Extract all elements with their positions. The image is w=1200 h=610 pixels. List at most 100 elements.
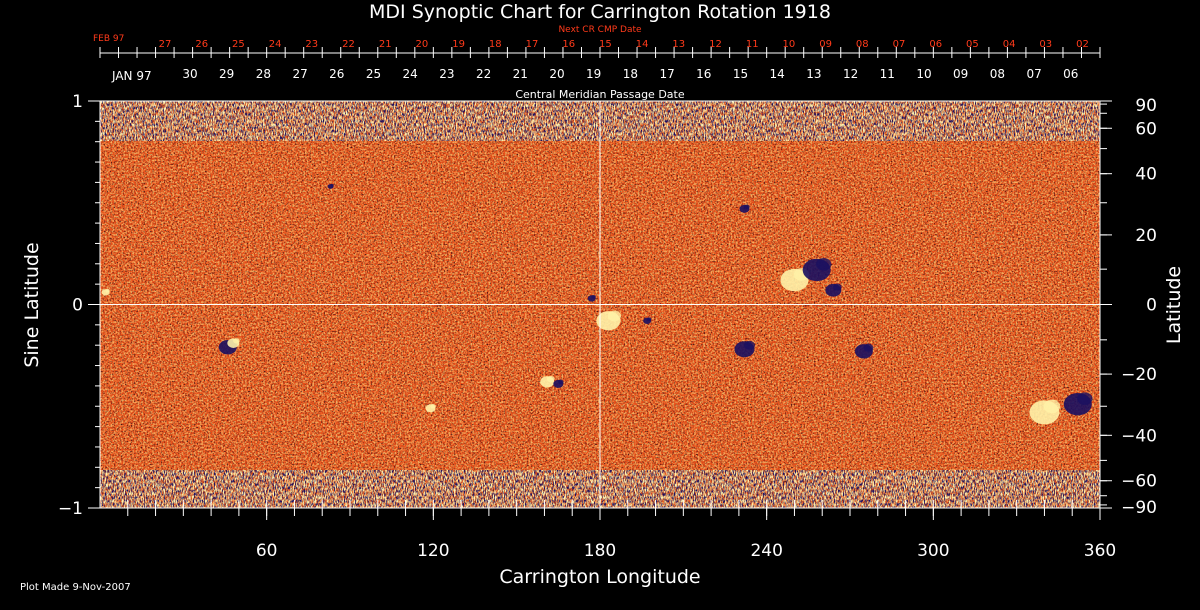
y-right-tick-label: −90 xyxy=(1121,498,1157,518)
cmp-month: JAN 97 xyxy=(111,69,152,83)
cmp-date: 15 xyxy=(733,67,748,81)
next-cr-date: 07 xyxy=(893,39,906,50)
top-axis-label: Central Meridian Passage Date xyxy=(515,88,684,101)
region-lobe xyxy=(743,340,755,350)
x-axis: 60 120 180 240 300 360 xyxy=(127,500,1116,561)
cmp-date: 10 xyxy=(916,67,931,81)
cmp-date: 12 xyxy=(843,67,858,81)
next-cr-date: 09 xyxy=(819,39,832,50)
cmp-date: 28 xyxy=(256,67,271,81)
x-tick-label: 300 xyxy=(917,541,949,561)
next-cr-date: 14 xyxy=(636,39,649,50)
region-lobe xyxy=(863,343,874,352)
cmp-date: 11 xyxy=(880,67,895,81)
x-axis-label: Carrington Longitude xyxy=(499,566,700,588)
top-ticks xyxy=(99,47,1101,58)
y-right-tick-label: 20 xyxy=(1135,226,1157,246)
region-lobe xyxy=(815,258,832,271)
cmp-date: 26 xyxy=(329,67,344,81)
cmp-date: 21 xyxy=(513,67,528,81)
next-cr-month: FEB 97 xyxy=(93,34,124,44)
y-right-tick-label: −40 xyxy=(1121,426,1157,446)
y-right-tick-label: 60 xyxy=(1135,119,1157,139)
cmp-date: 17 xyxy=(659,67,674,81)
next-cr-date: 16 xyxy=(562,39,575,50)
region-lobe xyxy=(607,310,621,322)
cmp-date: 19 xyxy=(586,67,601,81)
region-lobe xyxy=(558,379,564,385)
region-lobe xyxy=(233,338,240,344)
y-left-tick-label: 1 xyxy=(72,92,83,112)
next-cr-date: 22 xyxy=(342,39,355,50)
x-tick-label: 240 xyxy=(750,541,782,561)
chart-title: MDI Synoptic Chart for Carrington Rotati… xyxy=(369,1,831,23)
next-cr-date: 10 xyxy=(783,39,796,50)
next-cr-date: 06 xyxy=(929,39,942,50)
next-cr-dates: 27 26 25 24 23 22 21 20 19 18 17 16 15 14 13 12 11 10 09 08… xyxy=(159,39,1089,50)
next-cr-label: Next CR CMP Date xyxy=(558,25,642,35)
cmp-date: 25 xyxy=(366,67,381,81)
next-cr-date: 20 xyxy=(416,39,429,50)
y-left-tick-label: 0 xyxy=(72,296,83,316)
region-lobe xyxy=(591,294,596,299)
y-right-tick-label: 0 xyxy=(1146,296,1157,316)
next-cr-date: 13 xyxy=(672,39,685,50)
y-right-tick-label: −60 xyxy=(1121,472,1157,492)
next-cr-date: 25 xyxy=(232,39,245,50)
next-cr-date: 17 xyxy=(526,39,539,50)
next-cr-date: 26 xyxy=(195,39,208,50)
region-lobe xyxy=(546,375,555,383)
y-left-tick-label: −1 xyxy=(58,499,83,519)
next-cr-date: 15 xyxy=(599,39,612,50)
region-lobe xyxy=(744,204,750,210)
cmp-date: 13 xyxy=(806,67,821,81)
cmp-date: 06 xyxy=(1063,67,1078,81)
y-axis-left: 1 0 −1 xyxy=(58,92,100,519)
region-lobe xyxy=(1077,392,1093,405)
next-cr-date: 27 xyxy=(159,39,172,50)
cmp-date: 08 xyxy=(990,67,1005,81)
cmp-date: 27 xyxy=(292,67,307,81)
region-lobe xyxy=(832,283,842,291)
next-cr-date: 11 xyxy=(746,39,759,50)
active-regions xyxy=(101,183,1093,425)
cmp-date: 09 xyxy=(953,67,968,81)
next-cr-date: 23 xyxy=(305,39,318,50)
x-tick-label: 60 xyxy=(256,541,278,561)
cmp-date: 20 xyxy=(549,67,564,81)
cmp-date: 29 xyxy=(219,67,234,81)
y-axis-right: 90 60 40 20 0 −20 −40 −60 −90 xyxy=(1100,96,1157,518)
next-cr-date: 03 xyxy=(1039,39,1052,50)
y-right-tick-label: 90 xyxy=(1135,96,1157,116)
cmp-date: 23 xyxy=(439,67,454,81)
cmp-date: 18 xyxy=(623,67,638,81)
region-lobe xyxy=(647,317,652,321)
x-tick-label: 360 xyxy=(1084,541,1116,561)
cmp-date: 16 xyxy=(696,67,711,81)
next-cr-date: 04 xyxy=(1003,39,1016,50)
region-lobe xyxy=(430,404,436,409)
cmp-date: 30 xyxy=(182,67,197,81)
region-lobe xyxy=(1043,399,1061,414)
next-cr-date: 18 xyxy=(489,39,502,50)
next-cr-date: 21 xyxy=(379,39,392,50)
y-right-tick-label: 40 xyxy=(1135,165,1157,185)
next-cr-date: 08 xyxy=(856,39,869,50)
cmp-date: 22 xyxy=(476,67,491,81)
y-axis-label-right: Latitude xyxy=(1163,266,1185,344)
x-tick-label: 180 xyxy=(584,541,616,561)
region-lobe xyxy=(105,288,110,293)
next-cr-date: 02 xyxy=(1076,39,1089,50)
next-cr-date: 12 xyxy=(709,39,722,50)
cmp-date: 14 xyxy=(770,67,785,81)
next-cr-date: 05 xyxy=(966,39,979,50)
cmp-date: 24 xyxy=(403,67,418,81)
next-cr-date: 24 xyxy=(269,39,282,50)
y-right-tick-label: −20 xyxy=(1121,365,1157,385)
plot-made-note: Plot Made 9-Nov-2007 xyxy=(20,582,131,593)
cmp-date: 07 xyxy=(1026,67,1041,81)
cmp-dates: 30 29 28 27 26 25 24 23 22 21 20 19 18 17 16 15 14 13 12 11… xyxy=(182,67,1078,81)
region-lobe xyxy=(330,183,334,187)
x-tick-label: 120 xyxy=(417,541,449,561)
